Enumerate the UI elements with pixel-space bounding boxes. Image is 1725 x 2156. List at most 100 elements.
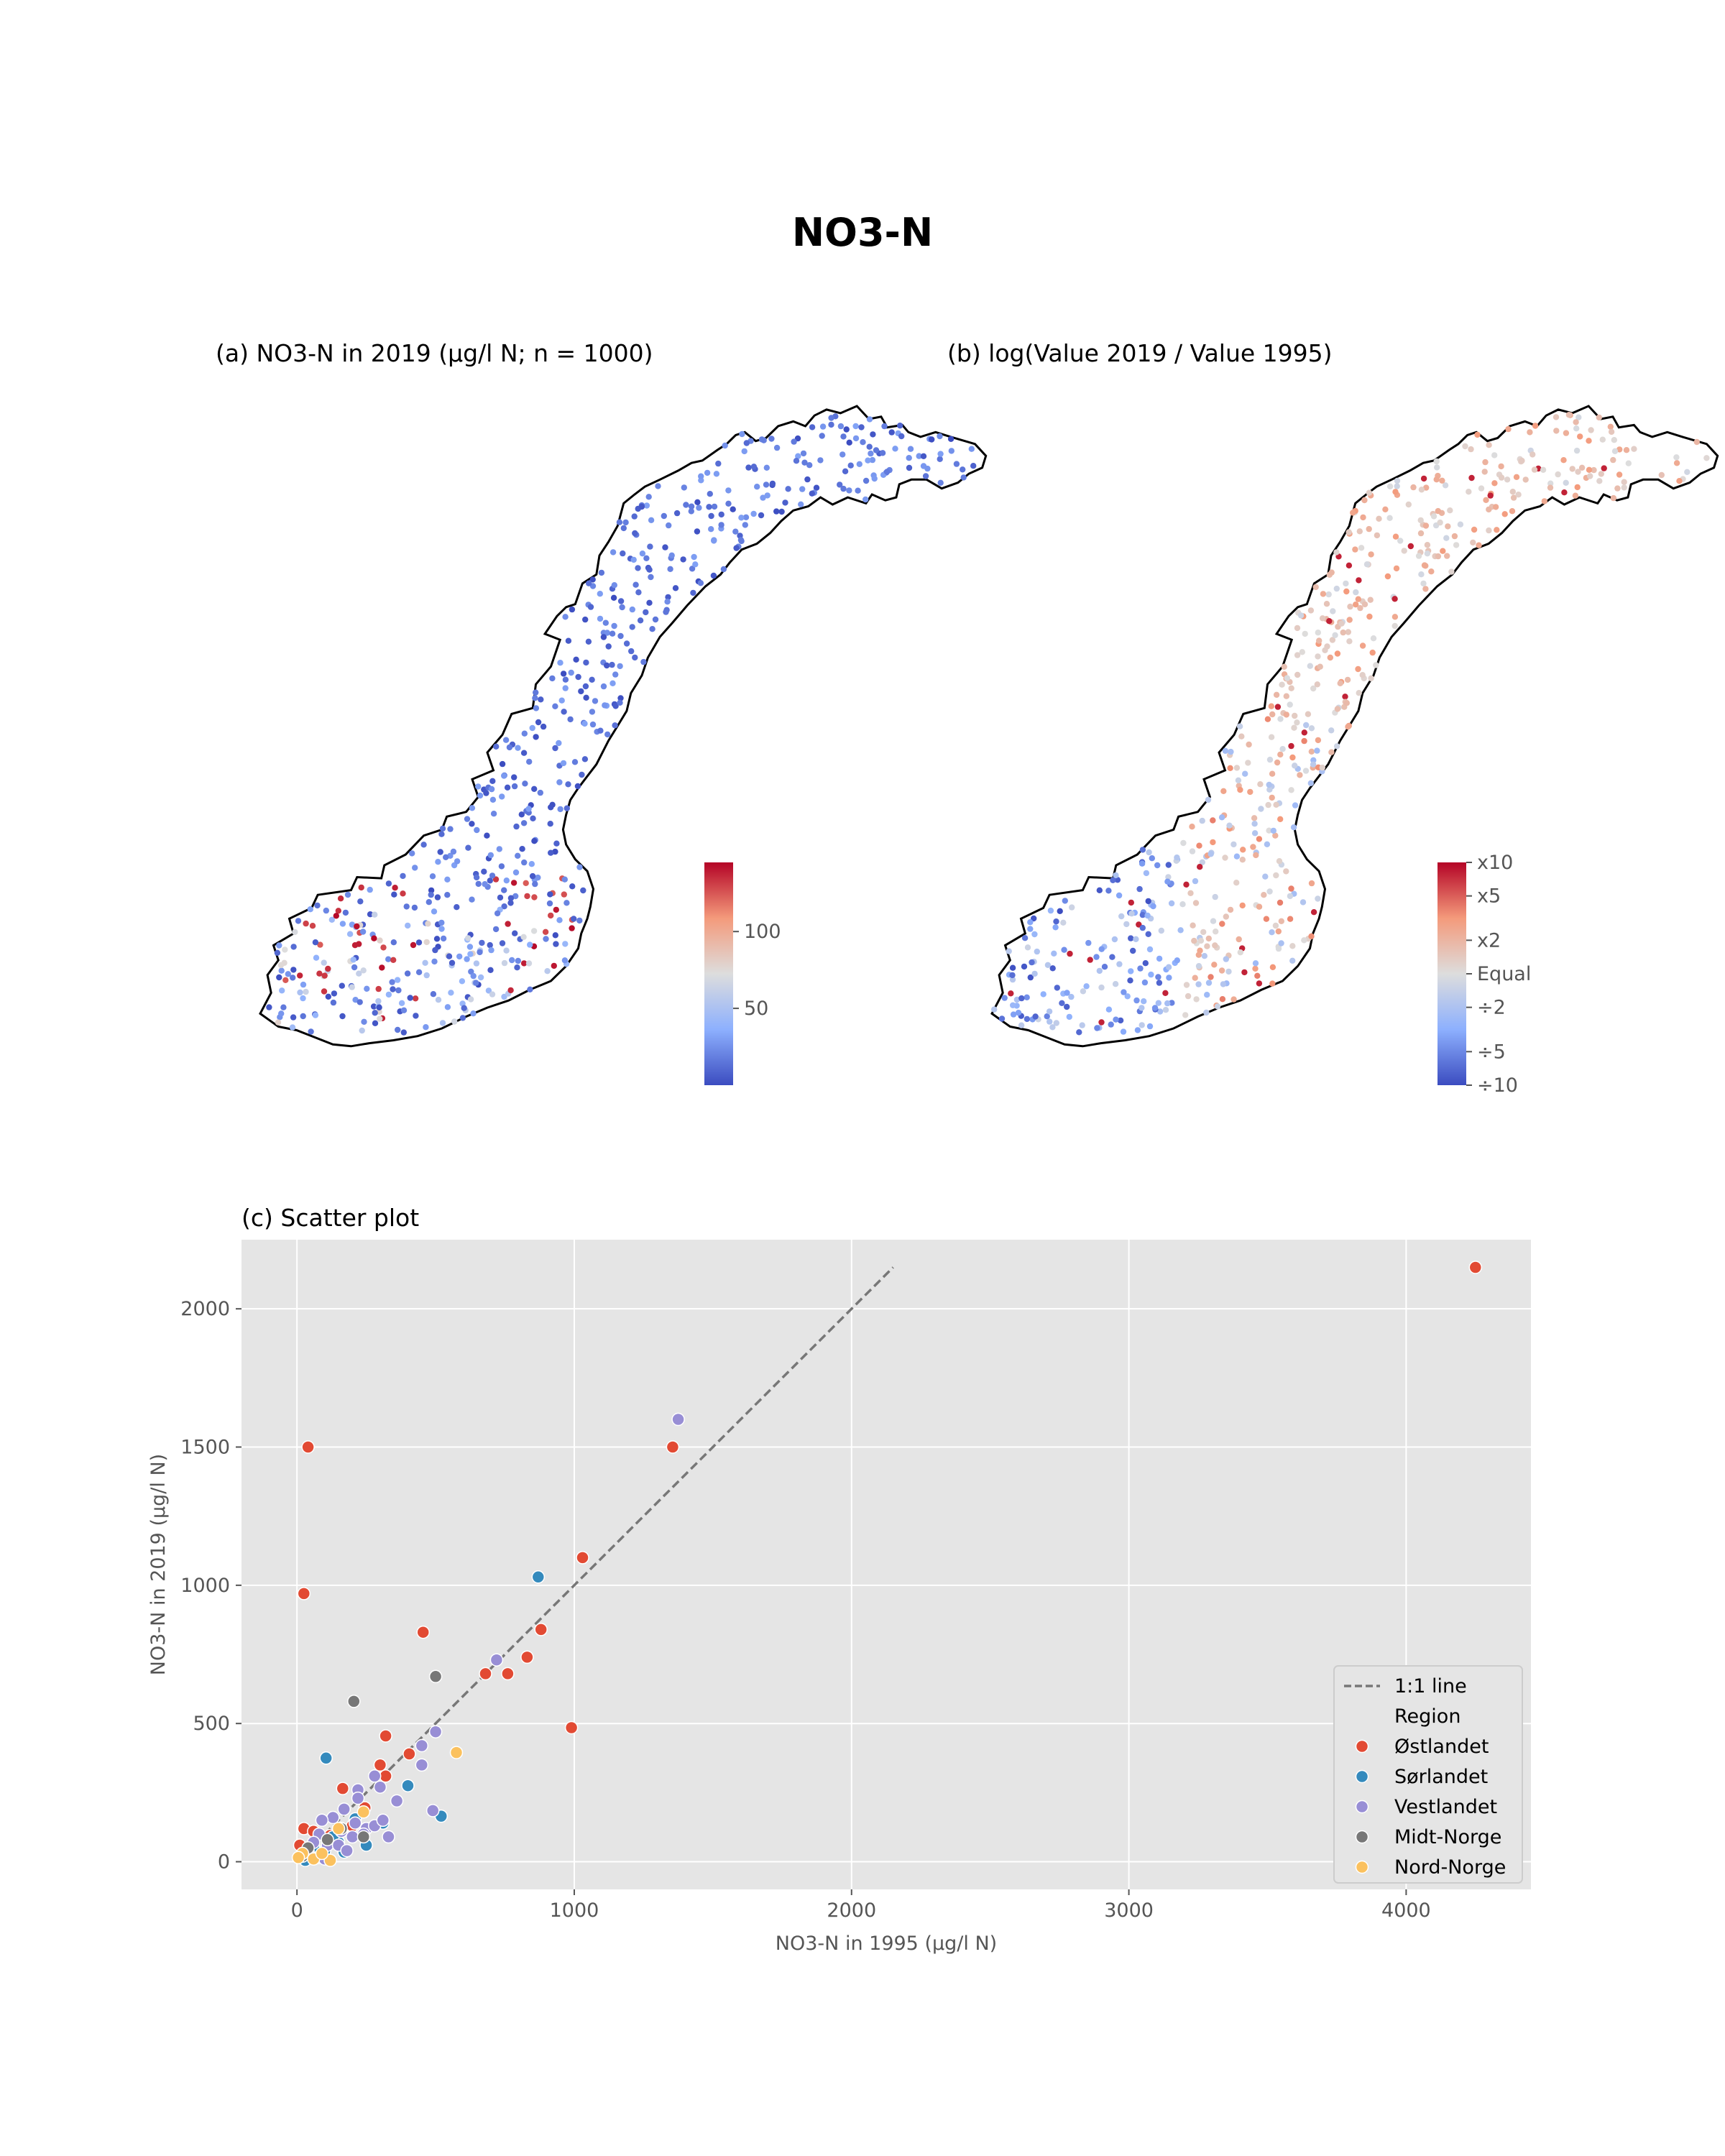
map-station-point xyxy=(518,811,525,818)
map-station-point xyxy=(475,783,482,790)
map-station-point xyxy=(529,872,536,880)
map-station-point xyxy=(437,849,443,855)
scatter-point xyxy=(666,1440,680,1454)
map-station-point xyxy=(819,423,827,430)
map-station-point xyxy=(813,484,820,491)
map-station-point xyxy=(1079,1022,1085,1028)
map-station-point xyxy=(1054,985,1061,991)
map-station-point xyxy=(1573,419,1579,425)
map-station-point xyxy=(739,430,745,438)
map-station-point xyxy=(617,598,625,604)
map-station-point xyxy=(1308,725,1315,732)
map-station-point xyxy=(663,609,669,615)
map-station-point xyxy=(1345,724,1351,730)
map-station-point xyxy=(991,1006,998,1013)
map-station-point xyxy=(1353,602,1359,608)
map-station-point xyxy=(868,450,874,457)
map-station-point xyxy=(715,460,722,467)
map-station-point xyxy=(1444,553,1450,559)
map-station-point xyxy=(1067,950,1073,957)
map-station-point xyxy=(737,537,745,543)
map-station-point xyxy=(907,446,914,452)
map-station-point xyxy=(617,699,623,706)
map-station-point xyxy=(561,709,567,715)
map-station-point xyxy=(1138,860,1146,867)
map-station-point xyxy=(1204,943,1210,949)
map-station-point xyxy=(398,1000,405,1007)
map-station-point xyxy=(1305,711,1312,717)
map-station-point xyxy=(503,877,510,884)
map-station-point xyxy=(937,479,944,486)
map-station-point xyxy=(1356,528,1363,535)
map-station-point xyxy=(1366,489,1373,496)
map-station-point xyxy=(375,998,382,1005)
map-station-point xyxy=(1424,542,1431,548)
map-station-point xyxy=(289,1024,296,1031)
map-station-point xyxy=(444,876,451,883)
map-station-point xyxy=(1303,722,1310,729)
map-station-point xyxy=(473,960,480,967)
map-station-point xyxy=(282,946,288,953)
map-station-point xyxy=(1205,980,1213,986)
map-station-point xyxy=(1145,931,1151,938)
map-station-point xyxy=(413,1013,419,1019)
map-station-point xyxy=(1201,953,1208,959)
map-station-point xyxy=(1294,625,1301,632)
map-station-point xyxy=(809,490,816,497)
legend: 1:1 line Region Østlandet Sørlandet Vestland… xyxy=(1333,1665,1523,1884)
map-station-point xyxy=(1353,589,1359,596)
map-station-point xyxy=(473,980,479,986)
map-station-point xyxy=(1146,1023,1154,1030)
map-station-point xyxy=(1424,550,1431,557)
map-station-point xyxy=(450,848,457,855)
map-station-point xyxy=(862,496,869,503)
map-station-point xyxy=(1268,734,1275,740)
map-station-point xyxy=(1046,1008,1053,1015)
map-station-point xyxy=(758,512,765,519)
map-station-point xyxy=(1150,903,1156,910)
map-station-point xyxy=(469,821,475,827)
map-station-point xyxy=(632,530,638,537)
map-station-point xyxy=(628,648,635,655)
map-station-point xyxy=(998,1015,1006,1022)
map-station-point xyxy=(468,968,474,975)
map-station-point xyxy=(897,423,903,429)
map-station-point xyxy=(556,740,562,747)
map-station-point xyxy=(1274,704,1282,710)
map-station-point xyxy=(1109,954,1116,960)
map-station-point xyxy=(1087,957,1093,963)
map-station-point xyxy=(461,1005,467,1011)
map-station-point xyxy=(1574,484,1581,491)
map-station-point xyxy=(1278,918,1285,925)
map-station-point xyxy=(1233,853,1241,860)
map-station-point xyxy=(1164,878,1171,885)
map-station-point xyxy=(325,993,331,1000)
map-station-point xyxy=(444,1004,451,1010)
map-station-point xyxy=(459,978,466,985)
map-station-point xyxy=(492,876,500,883)
map-station-point xyxy=(745,464,752,471)
map-station-point xyxy=(922,473,929,479)
map-station-point xyxy=(1219,996,1226,1003)
map-station-point xyxy=(1476,542,1482,548)
map-station-point xyxy=(609,630,616,637)
map-station-point xyxy=(412,865,418,871)
scatter-point xyxy=(301,1440,315,1454)
map-station-point xyxy=(558,697,565,704)
map-station-point xyxy=(629,624,635,630)
map-station-point xyxy=(1128,935,1134,941)
map-station-point xyxy=(367,911,374,918)
map-station-point xyxy=(1205,935,1213,942)
map-station-point xyxy=(1093,954,1100,960)
scatter-point xyxy=(373,1780,387,1794)
map-station-point xyxy=(1474,431,1481,438)
map-station-point xyxy=(1218,967,1225,974)
map-station-point xyxy=(1415,553,1422,559)
map-station-point xyxy=(696,505,702,511)
map-station-point xyxy=(477,792,484,799)
map-station-point xyxy=(1491,452,1498,459)
map-station-point xyxy=(1287,916,1294,922)
map-station-point xyxy=(511,783,518,790)
map-station-point xyxy=(1288,742,1294,750)
map-station-point xyxy=(1116,892,1123,899)
